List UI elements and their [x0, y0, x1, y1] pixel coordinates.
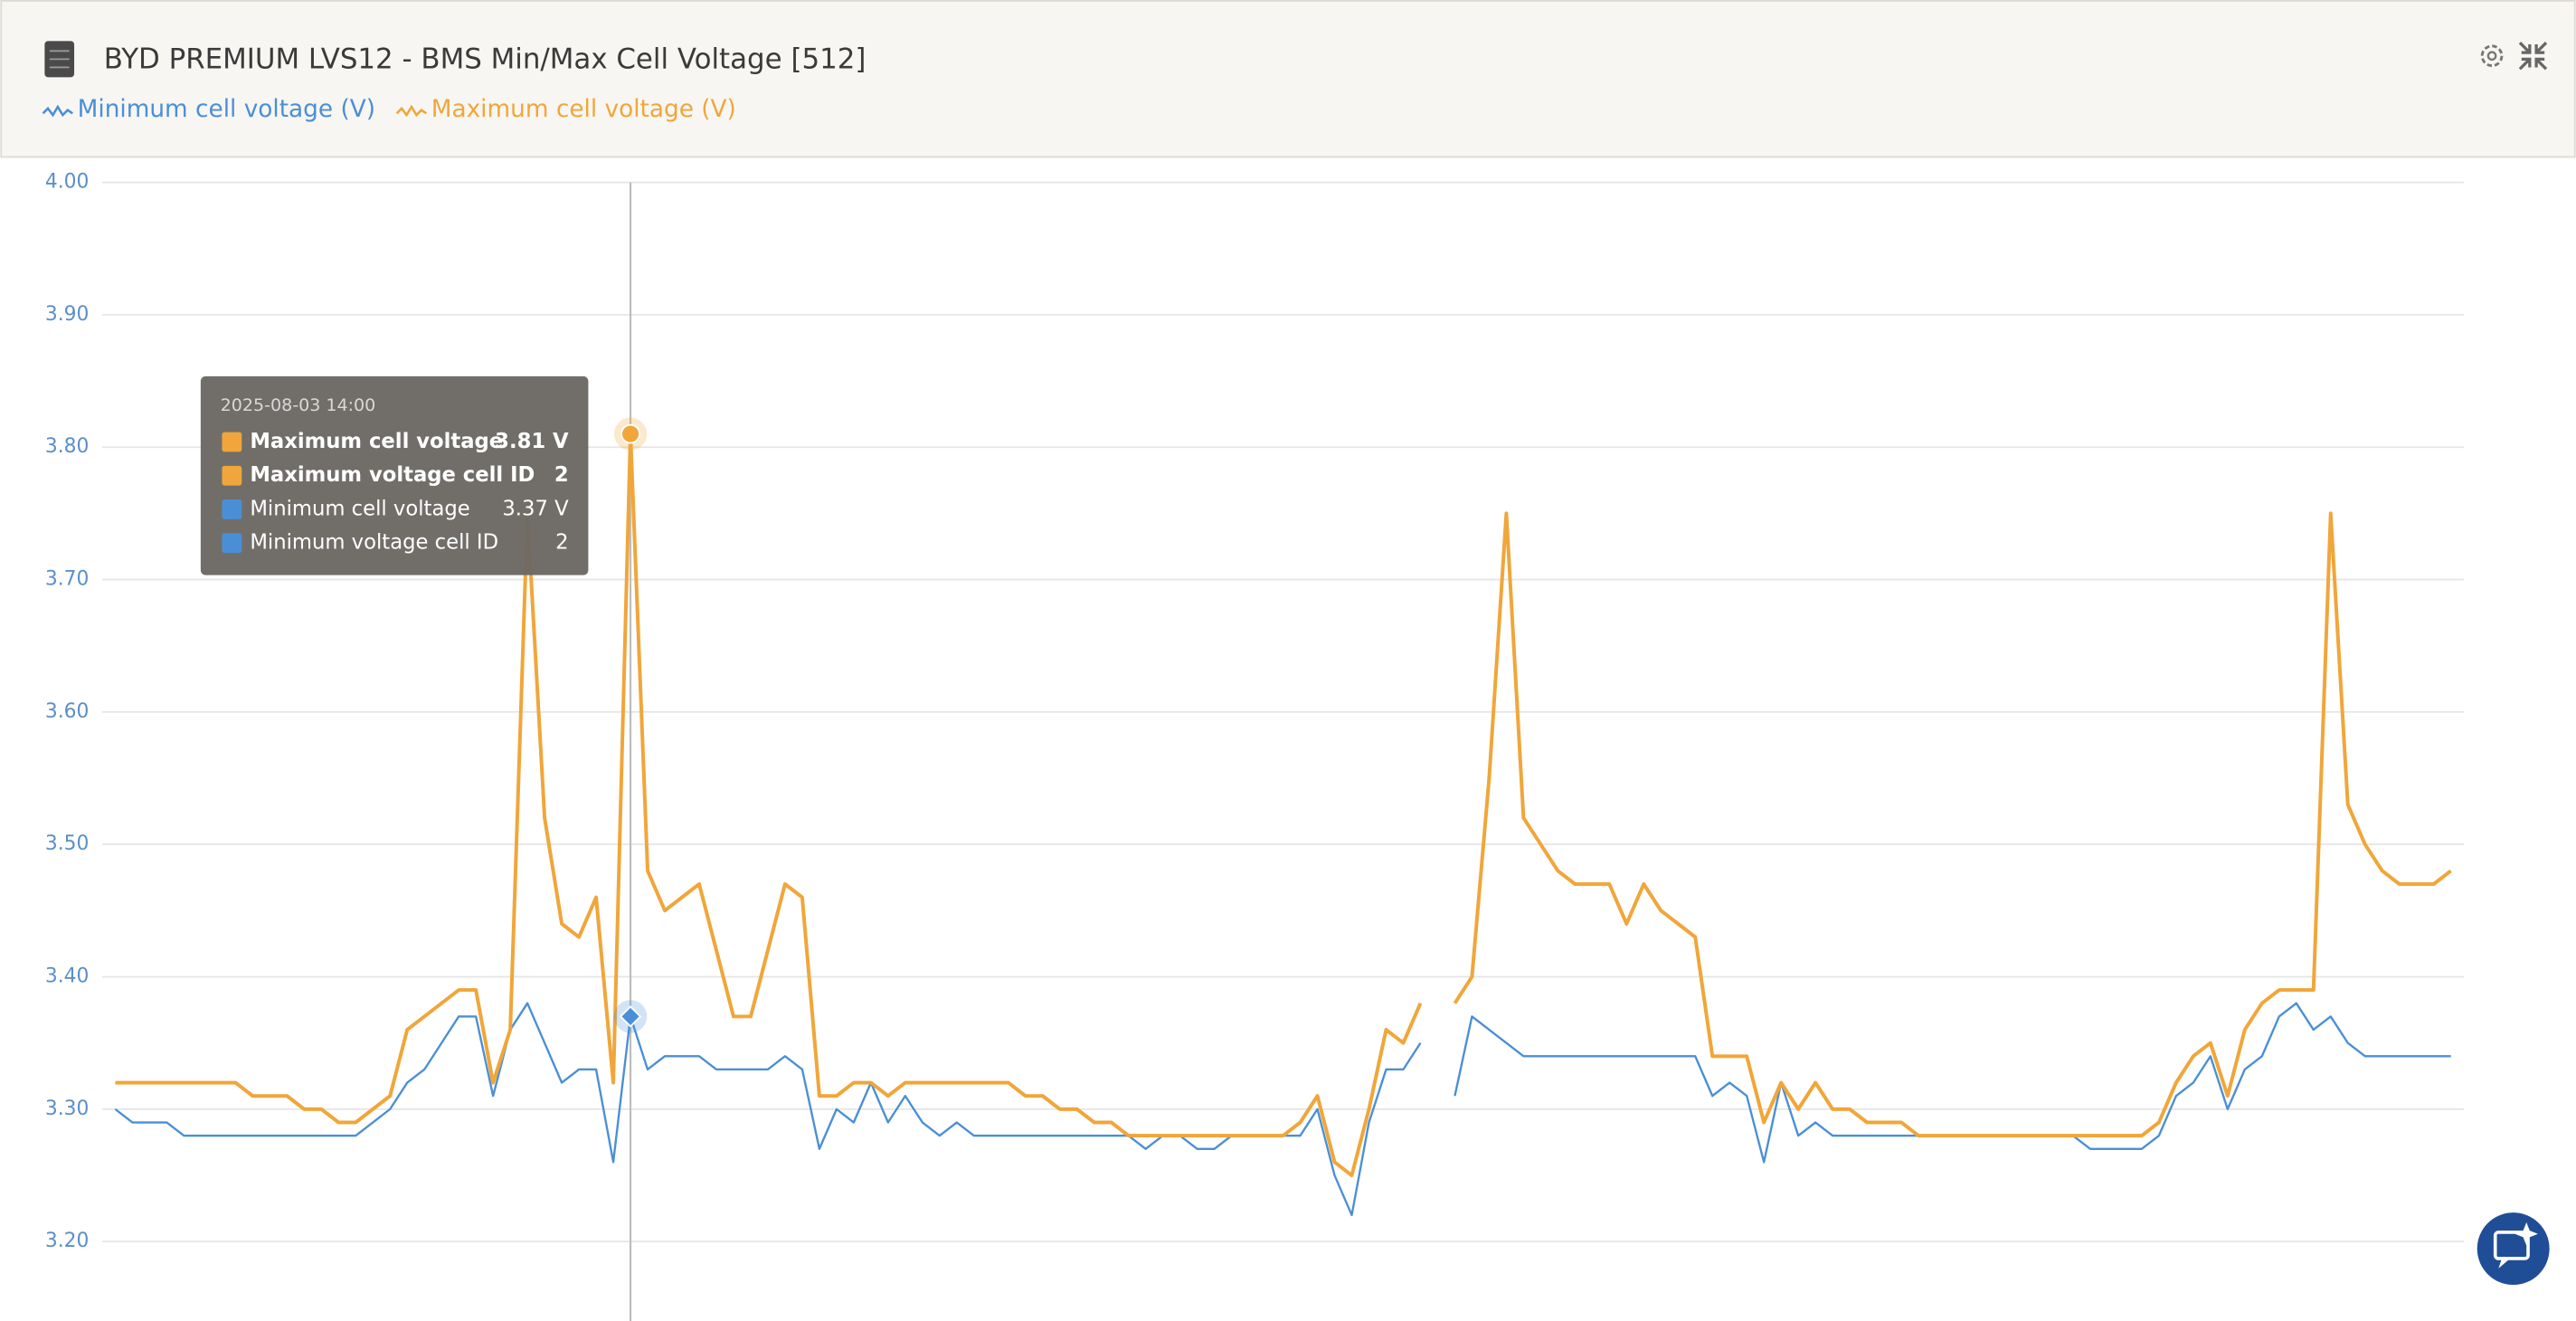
tooltip-value: 3.37 V: [502, 497, 569, 520]
hover-marker: [619, 1005, 642, 1028]
header: [0, 0, 2576, 158]
legend: Minimum cell voltage (V) Maximum cell vol…: [42, 96, 736, 123]
chat-button[interactable]: [2477, 1212, 2550, 1286]
y-tick-label: 3.80: [45, 435, 89, 458]
chart-title: BYD PREMIUM LVS12 - BMS Min/Max Cell Vol…: [104, 43, 867, 76]
y-tick-label: 3.70: [45, 568, 89, 591]
y-tick-label: 3.20: [45, 1230, 89, 1252]
collapse-button[interactable]: [2518, 42, 2548, 71]
y-tick-label: 3.30: [45, 1098, 89, 1120]
tooltip-box: [200, 375, 589, 575]
tooltip-swatch: [222, 533, 242, 554]
legend-icon: [395, 104, 428, 118]
tooltip-time: 2025-08-03 14:00: [221, 395, 376, 415]
legend-icon: [42, 104, 73, 118]
y-tick-label: 4.00: [45, 171, 89, 194]
tooltip: 2025-08-03 14:00 Maximum cell voltage3.81…: [200, 375, 589, 575]
legend-label: Maximum cell voltage (V): [431, 96, 736, 123]
tooltip-value: 2: [554, 463, 569, 487]
y-tick-label: 3.60: [45, 700, 89, 723]
tooltip-swatch: [222, 499, 242, 519]
tooltip-swatch: [222, 465, 242, 486]
y-tick-label: 3.90: [45, 303, 89, 326]
tooltip-label: Minimum cell voltage: [250, 497, 469, 520]
settings-button[interactable]: [2480, 44, 2504, 68]
tooltip-value: 2: [555, 531, 568, 555]
y-tick-label: 3.50: [45, 832, 89, 855]
y-tick-label: 3.40: [45, 965, 89, 988]
data-line: [115, 432, 2452, 1178]
tooltip-label: Maximum voltage cell ID: [250, 463, 535, 487]
tooltip-value: 3.81 V: [495, 430, 569, 453]
device-icon: [44, 41, 75, 78]
tooltip-label: Minimum voltage cell ID: [250, 531, 498, 555]
legend-label: Minimum cell voltage (V): [78, 96, 375, 123]
tooltip-label: Maximum cell voltage: [250, 430, 503, 453]
hover-marker: [620, 423, 640, 444]
tooltip-swatch: [222, 432, 242, 452]
